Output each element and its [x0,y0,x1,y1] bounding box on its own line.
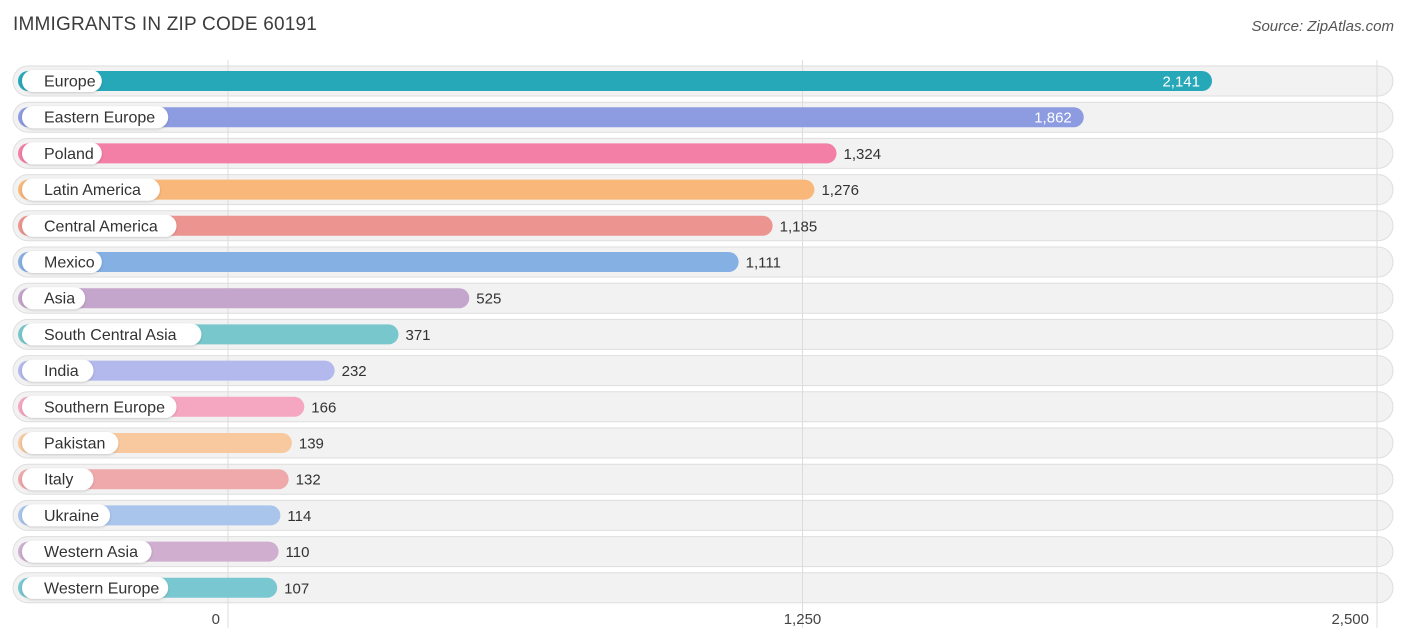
bar-track [12,427,1394,459]
bar-track [12,572,1394,604]
value-label: 232 [342,363,367,380]
value-label: 371 [406,327,431,344]
category-label-pill [22,287,86,310]
category-label-pill [22,214,177,237]
value-label: 110 [286,544,310,561]
value-label: 139 [299,436,324,453]
category-label: Asia [44,291,75,308]
category-label: Southern Europe [44,399,165,416]
bar [18,215,773,236]
category-label-pill [22,70,102,92]
bar [18,71,1213,91]
category-label: Western Asia [44,544,138,561]
x-tick-label: 0 [212,611,220,628]
category-label-pill [22,504,111,527]
category-label-pill [22,395,177,418]
category-label: South Central Asia [44,327,177,344]
bar [18,288,470,309]
bars: Europe 2,141 Eastern Europe 1,862 Poland 1,32… [18,70,1213,599]
category-label-pill [22,576,169,599]
bar-track [12,463,1394,495]
category-label: Ukraine [44,508,99,525]
x-tick-label: 1,250 [784,611,822,628]
bar [18,360,335,381]
value-label: 1,111 [746,255,781,272]
value-label: 1,324 [844,146,882,163]
category-label: Western Europe [44,580,159,597]
value-label: 525 [476,291,501,308]
bar-track [12,355,1394,387]
category-label: Europe [44,74,96,91]
value-label: 1,185 [780,218,818,235]
category-label: Pakistan [44,436,105,453]
category-label-pill [22,359,94,382]
category-label: Latin America [44,182,141,199]
value-label: 166 [311,399,336,416]
bar [18,252,739,272]
value-label: 1,276 [821,182,859,199]
bar-track [12,499,1394,531]
bar [18,179,815,200]
chart-title: IMMIGRANTS IN ZIP CODE 60191 [13,14,318,35]
bar [18,143,837,164]
value-label: 114 [287,508,311,525]
category-label-pill [22,540,152,563]
category-label: Central America [44,218,158,235]
category-label: Mexico [44,255,95,272]
category-label-pill [22,251,102,273]
bar [18,107,1084,128]
category-label: Eastern Europe [44,110,155,127]
category-label-pill [22,178,160,201]
category-label-pill [22,323,202,346]
category-label: India [44,363,79,380]
value-label: 1,862 [1034,110,1072,127]
source-label: Source: ZipAtlas.com [1251,18,1394,35]
category-label-pill [22,468,94,491]
value-label: 2,141 [1162,74,1200,91]
value-label: 107 [284,580,309,597]
category-label: Poland [44,146,94,163]
category-label-pill [22,106,169,129]
bar-track [12,536,1394,568]
value-label: 132 [296,472,321,489]
x-axis-ticks: 0 1,250 2,500 [212,611,1369,628]
bar-track [12,391,1394,423]
x-tick-label: 2,500 [1331,611,1369,628]
category-label: Italy [44,472,73,489]
category-label-pill [22,142,102,165]
category-label-pill [22,432,119,454]
